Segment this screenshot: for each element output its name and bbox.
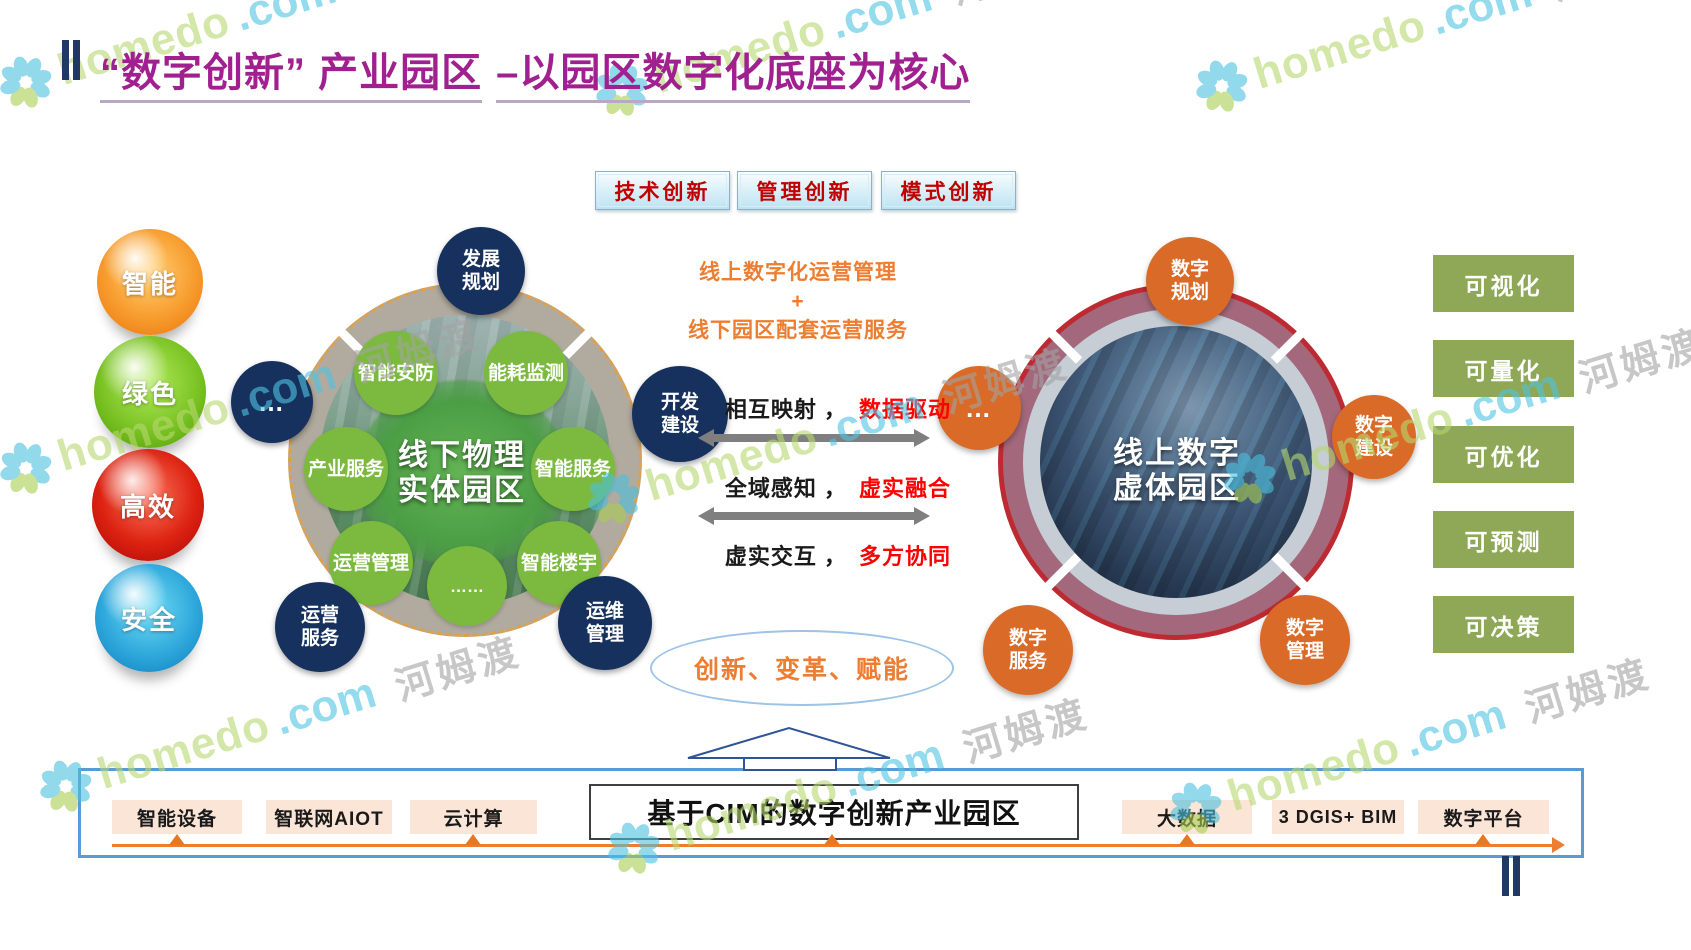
tab-model-innovation: 模式创新 bbox=[881, 171, 1016, 210]
bridge-headline-plus: + bbox=[791, 290, 805, 313]
digital-park-photo bbox=[1040, 326, 1312, 598]
page-title-part1: “数字创新” 产业园区 bbox=[100, 51, 483, 103]
lifecycle-planning: 发展 规划 bbox=[437, 227, 525, 315]
watermark: homedo.com 河姆渡 bbox=[1188, 0, 1683, 121]
relation-row: 相互映射 ， 数据驱动 bbox=[653, 392, 1023, 424]
tech-cloud: 云计算 bbox=[410, 800, 537, 834]
watermark-cn: 河姆渡 bbox=[1543, 0, 1683, 12]
title-accent-bars bbox=[62, 40, 80, 80]
footer-accent-bars bbox=[1502, 856, 1520, 896]
bridge-headline-line2: 线下园区配套运营服务 bbox=[688, 319, 908, 342]
watermark-domain: .com bbox=[269, 667, 382, 745]
homedo-flower-icon bbox=[0, 442, 52, 494]
capability-decide: 可决策 bbox=[1433, 596, 1574, 653]
watermark-cn: 河姆渡 bbox=[958, 692, 1095, 772]
flow-tick bbox=[824, 834, 840, 845]
page-title-part2: –以园区数字化底座为核心 bbox=[496, 51, 971, 103]
flow-tick bbox=[169, 834, 185, 845]
bridge-headline: 线上数字化运营管理 + 线下园区配套运营服务 bbox=[598, 258, 998, 345]
ball-green: 绿色 bbox=[94, 336, 206, 448]
watermark-cn: 河姆渡 bbox=[347, 0, 487, 8]
digital-construction: 数字 建设 bbox=[1332, 395, 1416, 479]
lifecycle-development: 开发 建设 bbox=[632, 366, 728, 462]
relation-highlight: 虚实融合 bbox=[859, 476, 952, 501]
slogan-ellipse: 创新、变革、赋能 bbox=[650, 630, 954, 706]
watermark-domain: .com bbox=[1425, 0, 1538, 45]
flow-tick bbox=[1179, 834, 1195, 845]
capability-visualize: 可视化 bbox=[1433, 255, 1574, 312]
tech-aiot: 智联网AIOT bbox=[266, 800, 392, 834]
tech-gis-bim: 3 DGIS+ BIM bbox=[1272, 800, 1404, 834]
relation-plain: 全域感知 ， bbox=[724, 476, 848, 501]
capability-quantify: 可量化 bbox=[1433, 340, 1574, 397]
foundation-flow-arrowhead bbox=[1552, 837, 1565, 853]
service-security: 智能安防 bbox=[354, 331, 438, 415]
digital-planning: 数字 规划 bbox=[1146, 237, 1234, 325]
watermark-cn: 河姆渡 bbox=[1520, 652, 1657, 732]
relation-plain: 相互映射 ， bbox=[724, 397, 848, 422]
homedo-flower-icon bbox=[1196, 60, 1248, 112]
digital-more: … bbox=[937, 366, 1021, 450]
tab-mgmt-innovation: 管理创新 bbox=[737, 171, 872, 210]
ball-safe: 安全 bbox=[95, 564, 203, 672]
capability-predict: 可预测 bbox=[1433, 511, 1574, 568]
service-operation: 运营管理 bbox=[329, 521, 413, 605]
lifecycle-maintenance: 运维 管理 bbox=[558, 576, 652, 670]
up-arrow-shape bbox=[687, 726, 891, 771]
tech-platform: 数字平台 bbox=[1418, 800, 1549, 834]
page-title: “数字创新” 产业园区 –以园区数字化底座为核心 bbox=[100, 40, 971, 103]
watermark-domain: .com bbox=[229, 0, 342, 41]
digital-service: 数字 服务 bbox=[983, 605, 1073, 695]
relation-row: 全域感知 ， 虚实融合 bbox=[653, 471, 1023, 503]
relation-highlight: 数据驱动 bbox=[859, 397, 952, 422]
service-industry: 产业服务 bbox=[304, 427, 388, 511]
cim-core-box: 基于CIM的数字创新产业园区 bbox=[589, 784, 1079, 840]
ball-smart: 智能 bbox=[97, 229, 203, 335]
ball-efficient: 高效 bbox=[92, 449, 204, 561]
service-more: …… bbox=[427, 546, 507, 626]
watermark-domain: .com bbox=[1399, 689, 1512, 767]
flow-tick bbox=[465, 834, 481, 845]
relation-highlight: 多方协同 bbox=[859, 544, 952, 569]
flow-tick bbox=[1475, 834, 1491, 845]
lifecycle-more: … bbox=[231, 361, 313, 443]
tech-bigdata: 大数据 bbox=[1122, 800, 1252, 834]
homedo-flower-icon bbox=[0, 56, 52, 108]
watermark-cn: 河姆渡 bbox=[943, 0, 1083, 16]
tech-smart-devices: 智能设备 bbox=[112, 800, 242, 834]
watermark-brand: homedo bbox=[1247, 0, 1432, 99]
watermark-cn: 河姆渡 bbox=[1574, 322, 1691, 402]
service-energy: 能耗监测 bbox=[484, 331, 568, 415]
double-arrow bbox=[698, 507, 930, 525]
lifecycle-op-service: 运营 服务 bbox=[275, 582, 365, 672]
relation-plain: 虚实交互 ， bbox=[724, 544, 848, 569]
physical-park-label: 线下物理 实体园区 bbox=[398, 439, 526, 507]
bridge-headline-line1: 线上数字化运营管理 bbox=[699, 261, 897, 284]
capability-optimize: 可优化 bbox=[1433, 426, 1574, 483]
foundation-flow-line bbox=[112, 844, 1552, 847]
relation-row: 虚实交互 ， 多方协同 bbox=[653, 539, 1023, 571]
tab-tech-innovation: 技术创新 bbox=[595, 171, 730, 210]
double-arrow bbox=[698, 429, 930, 447]
digital-park-label: 线上数字 虚体园区 bbox=[1113, 437, 1241, 505]
digital-management: 数字 管理 bbox=[1260, 595, 1350, 685]
